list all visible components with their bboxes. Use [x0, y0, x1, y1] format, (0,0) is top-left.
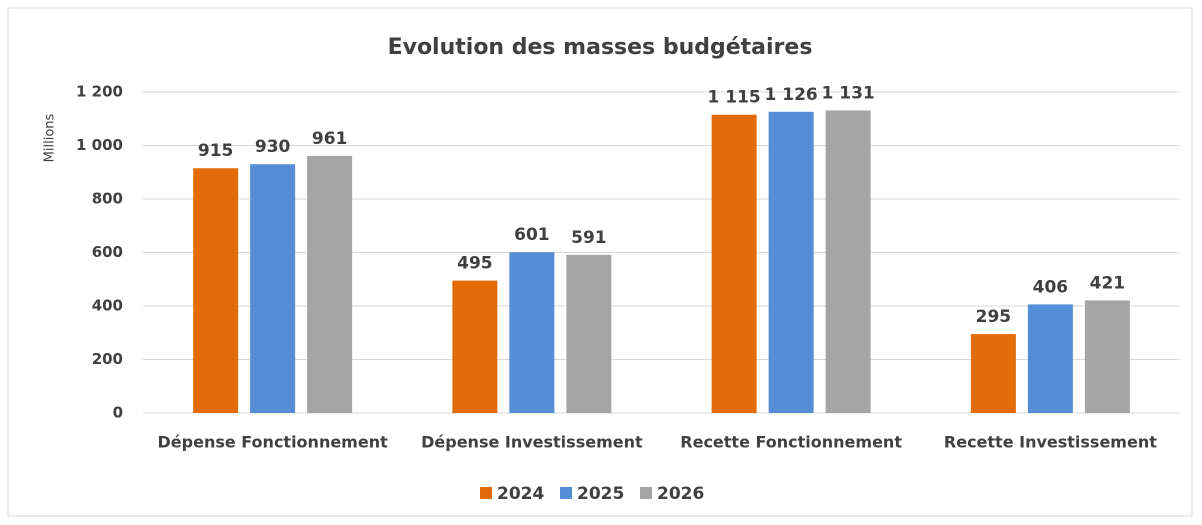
value-label: 1 126	[765, 85, 818, 105]
x-tick-label: Dépense Fonctionnement	[158, 433, 389, 452]
x-tick-label: Dépense Investissement	[421, 433, 643, 452]
value-label: 1 131	[822, 83, 875, 103]
legend-label: 2025	[577, 484, 624, 504]
y-tick-label: 0	[113, 404, 123, 422]
value-label: 930	[255, 137, 291, 157]
legend-swatch	[640, 487, 652, 499]
value-label: 601	[514, 225, 550, 245]
x-tick-label: Recette Fonctionnement	[680, 433, 902, 452]
value-label: 915	[198, 141, 234, 161]
bar	[970, 334, 1016, 413]
legend-swatch	[480, 487, 492, 499]
value-label: 1 115	[708, 88, 761, 108]
x-tick-label: Recette Investissement	[944, 433, 1157, 452]
bar	[566, 254, 612, 413]
value-label: 961	[312, 129, 348, 149]
value-label: 406	[1033, 277, 1069, 297]
bar	[1027, 304, 1073, 413]
value-label: 495	[457, 254, 493, 274]
bar	[825, 110, 871, 414]
bar	[193, 168, 239, 413]
y-axis-label: Millions	[43, 113, 58, 162]
bar	[250, 164, 296, 413]
legend-label: 2026	[657, 484, 704, 504]
value-label: 295	[976, 307, 1012, 327]
bar	[711, 114, 757, 414]
y-tick-label: 400	[92, 297, 123, 315]
bar	[768, 111, 814, 414]
y-tick-label: 1 200	[76, 83, 123, 101]
y-tick-label: 600	[92, 243, 123, 261]
y-tick-label: 200	[92, 350, 123, 368]
legend-label: 2024	[497, 484, 544, 504]
value-label: 421	[1090, 273, 1126, 293]
y-tick-label: 800	[92, 190, 123, 208]
bar	[1084, 300, 1130, 413]
value-label: 591	[571, 228, 607, 248]
bar	[509, 252, 555, 413]
legend-swatch	[560, 487, 572, 499]
y-tick-label: 1 000	[76, 136, 123, 154]
chart-title: Evolution des masses budgétaires	[388, 35, 813, 60]
bar	[452, 280, 498, 413]
bar	[307, 155, 353, 413]
